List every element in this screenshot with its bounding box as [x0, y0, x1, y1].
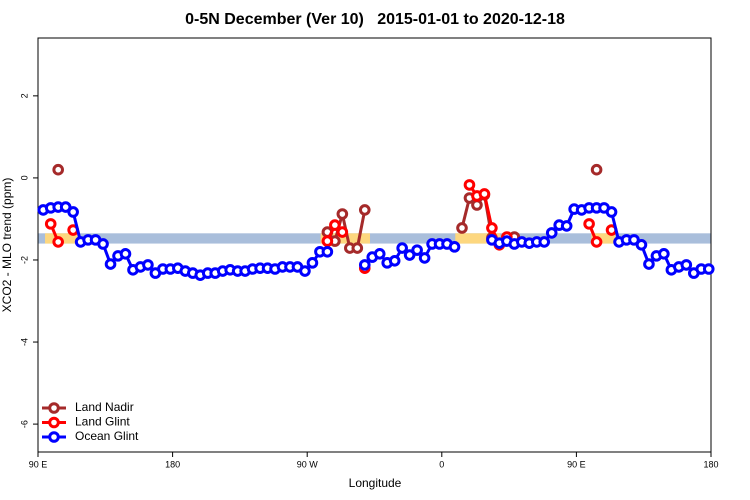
data-point [456, 222, 468, 234]
data-point [358, 204, 371, 216]
data-point [396, 242, 408, 254]
chart-title: 0-5N December (Ver 10) 2015-01-01 to 202… [185, 11, 565, 28]
data-point [336, 208, 349, 220]
data-point [52, 163, 64, 176]
data-point [628, 234, 640, 246]
legend-marker [48, 402, 60, 414]
data-point [52, 236, 64, 248]
data-point [329, 219, 341, 231]
data-point [418, 252, 431, 264]
data-point [306, 257, 319, 269]
y-axis-label: XCO2 - MLO trend (ppm) [0, 178, 14, 313]
x-tick-label: 90 E [567, 459, 586, 469]
data-point [486, 222, 498, 234]
plot-frame [37, 37, 712, 453]
y-tick-label: -6 [19, 420, 29, 428]
data-point [560, 220, 573, 232]
data-point [97, 238, 109, 250]
legend-label: Land Glint [75, 415, 130, 429]
x-axis-label: Longitude [349, 476, 402, 490]
data-point [336, 226, 349, 238]
data-point [463, 179, 476, 191]
legend-label: Ocean Glint [75, 429, 139, 443]
data-point [643, 258, 655, 270]
data-point [605, 206, 618, 218]
data-point [545, 227, 558, 239]
reference-band [38, 233, 711, 244]
data-point [67, 206, 79, 218]
data-point [59, 201, 72, 213]
y-tick-label: 0 [19, 175, 29, 180]
data-point [104, 258, 117, 270]
data-point [635, 238, 648, 251]
data-point [44, 218, 57, 230]
data-point [299, 265, 311, 277]
data-point [583, 218, 595, 230]
data-point [373, 248, 386, 260]
y-tick-label: 2 [19, 93, 29, 98]
y-tick-label: -4 [19, 338, 29, 346]
data-point [590, 163, 603, 176]
data-point [471, 199, 483, 211]
data-point [351, 242, 364, 254]
land-span [455, 233, 501, 244]
data-point [590, 236, 603, 248]
x-tick-label: 90 W [297, 459, 319, 469]
x-tick-label: 0 [439, 459, 444, 469]
data-point [119, 248, 132, 260]
data-point [680, 259, 693, 271]
data-point [702, 263, 715, 275]
x-tick-label: 90 E [29, 459, 48, 469]
data-point [142, 259, 154, 271]
data-point [403, 249, 416, 261]
data-point [411, 244, 423, 256]
data-point [321, 235, 334, 247]
legend-label: Land Nadir [75, 400, 134, 414]
x-tick-label: 180 [165, 459, 180, 469]
y-tick-label: -2 [19, 256, 29, 264]
data-point [321, 245, 334, 258]
x-tick-label: 180 [703, 459, 718, 469]
data-point [388, 254, 401, 267]
data-point [478, 188, 491, 200]
legend-marker [48, 431, 60, 443]
data-point [538, 236, 551, 248]
land-span [591, 233, 616, 244]
legend-marker [48, 416, 60, 429]
data-point [358, 259, 371, 271]
land-span [320, 233, 371, 244]
data-point [448, 241, 461, 253]
data-point [658, 248, 670, 260]
